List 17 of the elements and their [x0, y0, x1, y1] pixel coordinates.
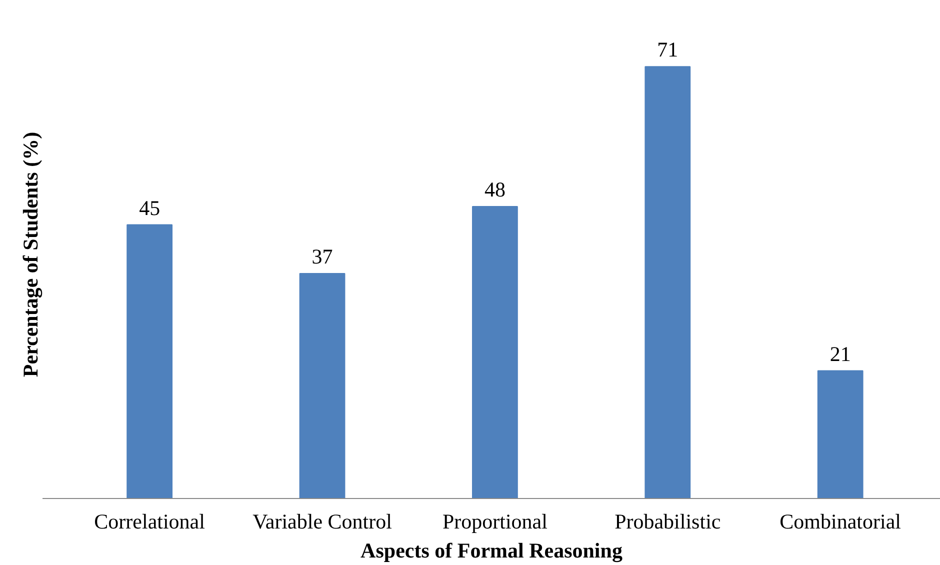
x-tick-label: Probabilistic [614, 510, 721, 534]
y-axis-title: Percentage of Students (%) [18, 132, 42, 378]
bar [126, 224, 173, 498]
data-label: 45 [139, 196, 160, 220]
x-tick-label: Variable Control [252, 510, 392, 534]
bar [299, 272, 346, 498]
x-tick-label: Proportional [442, 510, 548, 534]
x-tick-label: Correlational [94, 510, 206, 534]
data-label: 21 [830, 342, 851, 366]
bar [472, 206, 518, 498]
bar [817, 370, 864, 498]
x-axis-title: Aspects of Formal Reasoning [360, 538, 623, 562]
data-label: 37 [312, 244, 333, 268]
data-label: 71 [657, 38, 678, 62]
bar [644, 66, 691, 498]
x-tick-label: Combinatorial [780, 510, 902, 534]
data-label: 48 [484, 178, 506, 202]
